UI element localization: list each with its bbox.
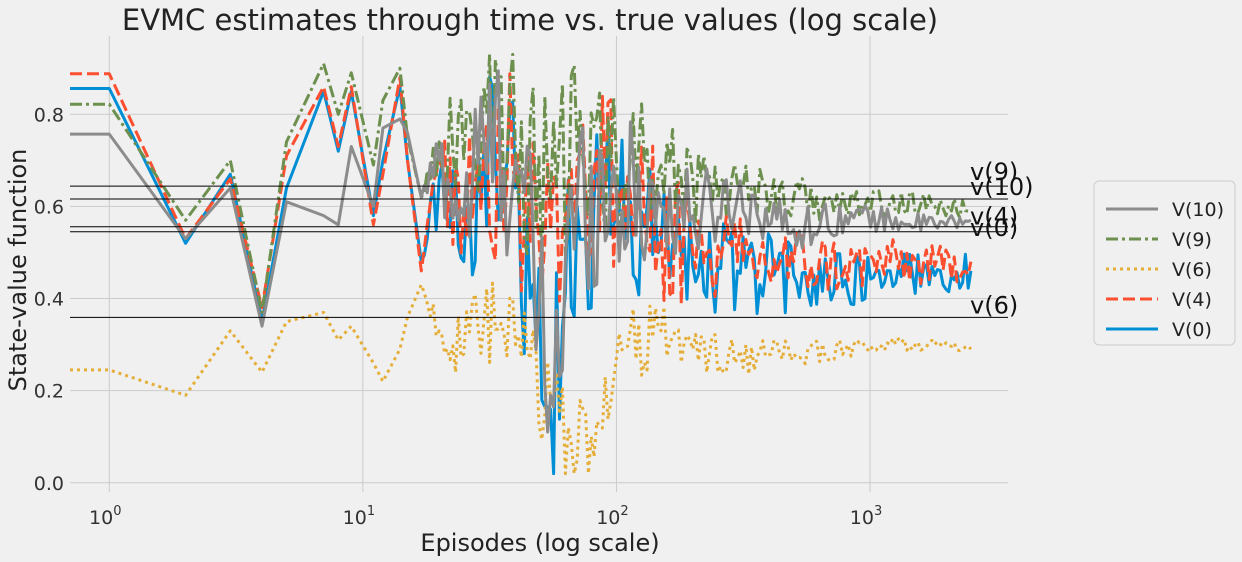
legend-label: V(6)	[1172, 259, 1212, 281]
series-line-v0	[70, 75, 973, 476]
legend-label: V(9)	[1172, 229, 1212, 251]
x-tick-label: 100	[89, 504, 121, 529]
x-tick-exponent: 3	[874, 504, 882, 519]
y-tick-label: 0.4	[34, 289, 64, 311]
chart-title: EVMC estimates through time vs. true val…	[122, 3, 938, 37]
legend-label: V(10)	[1172, 199, 1224, 221]
series-layer	[70, 52, 973, 476]
y-tick-label: 0.8	[34, 104, 64, 126]
x-tick-label: 102	[596, 504, 628, 529]
y-tick-label: 0.0	[34, 473, 64, 495]
x-tick-exponent: 0	[113, 504, 121, 519]
true-value-lines: v(9)v(10)v(4)v(0) v(6)	[70, 158, 1033, 319]
legend: V(10) V(9) V(6) V(4) V(0)	[1093, 180, 1236, 346]
true-value-label: v(6)	[970, 291, 1018, 319]
true-value-label: v(4)	[970, 203, 1018, 231]
true-value-label: v(10)	[970, 173, 1033, 201]
x-tick-base: 10	[343, 507, 367, 529]
x-tick-base: 10	[596, 507, 620, 529]
y-tick-label: 0.2	[34, 381, 64, 403]
true-value-label: v(9)	[970, 158, 1018, 186]
x-tick-label: 103	[850, 504, 882, 529]
x-tick-exponent: 1	[367, 504, 375, 519]
x-tick-label: 101	[343, 504, 375, 529]
x-axis-label: Episodes (log scale)	[420, 529, 659, 557]
x-tick-exponent: 2	[620, 504, 628, 519]
x-tick-base: 10	[89, 507, 113, 529]
y-axis-label: State-value function	[4, 149, 32, 392]
series-line-v6	[70, 281, 973, 476]
legend-label: V(4)	[1172, 289, 1212, 311]
legend-label: V(0)	[1172, 319, 1212, 341]
y-tick-label: 0.6	[34, 196, 64, 218]
true-value-label: v(0)	[970, 214, 1018, 242]
legend-frame	[1093, 180, 1236, 346]
x-tick-base: 10	[850, 507, 874, 529]
series-line-v4	[70, 72, 973, 310]
